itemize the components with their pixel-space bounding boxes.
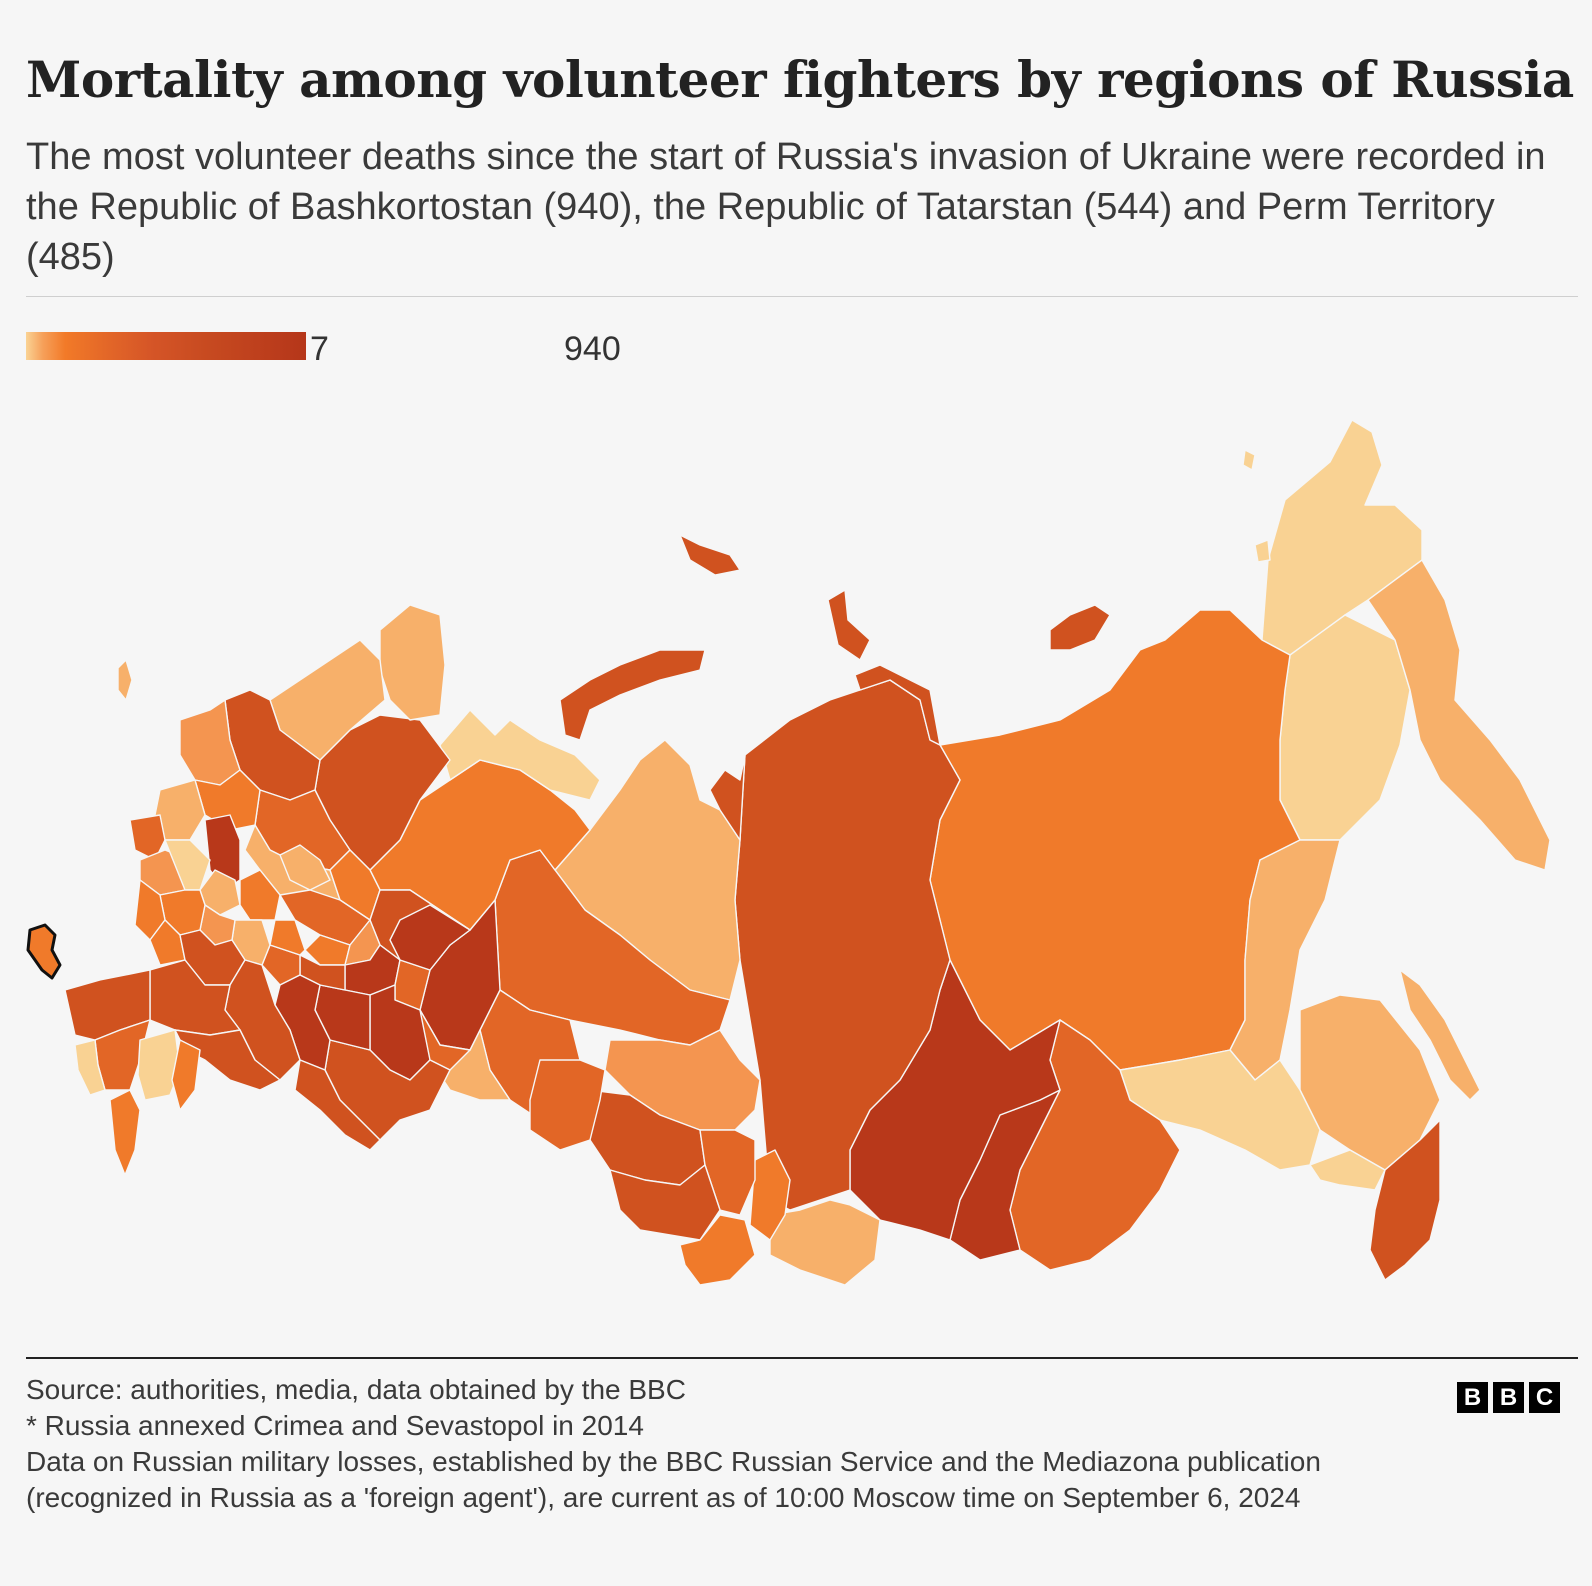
region-kamchatka [1367,559,1551,871]
region-jewish-ao [1309,1149,1386,1191]
legend-min-label: 7 [310,330,329,368]
russia-region-map [26,419,1551,1286]
bbc-logo-letter: B [1457,1382,1488,1413]
region-altai-republic [679,1214,756,1286]
chart-title: Mortality among volunteer fighters by re… [26,50,1574,109]
region-nenets [439,709,601,801]
region-crimea [26,923,62,980]
footer-divider [26,1357,1578,1359]
region-taymyr-coast [854,664,941,746]
region-kaluga [164,839,211,891]
region-khakassia [749,1149,791,1241]
header-divider [26,296,1578,297]
region-dagestan [109,1089,141,1176]
region-north-caucasus-3 [171,1039,201,1111]
region-arctic-islands-1 [679,534,741,576]
region-magadan [1279,614,1411,841]
region-north-caucasus-1 [74,1039,106,1096]
region-vladimir [279,844,331,891]
region-omsk [529,1059,606,1151]
region-kaliningrad [117,659,133,701]
region-north-caucasus-2 [137,1029,181,1101]
footer-notes: Source: authorities, media, data obtaine… [26,1372,1386,1516]
bbc-logo: B B C [1457,1382,1560,1413]
source-text: Source: authorities, media, data obtaine… [26,1374,686,1405]
region-arctic-islands-2 [1049,604,1111,651]
region-smolensk [129,814,166,861]
bbc-logo-letter: C [1529,1382,1560,1413]
legend-max-label: 940 [564,330,621,368]
region-sakhalin [1399,969,1481,1101]
region-altai-krai [609,1164,721,1241]
region-novaya-zemlya [559,649,706,741]
bbc-logo-letter: B [1493,1382,1524,1413]
region-chukotka-island-2 [1254,539,1271,563]
region-primorye [1369,1119,1441,1281]
annexation-note: * Russia annexed Crimea and Sevastopol i… [26,1410,644,1441]
chart-subtitle: The most volunteer deaths since the star… [26,136,1546,278]
region-chelyabinsk [419,1009,471,1071]
region-amur [1119,1049,1321,1171]
legend-gradient-bar [26,332,306,360]
region-perm [389,904,471,971]
region-rostov [149,959,241,1036]
region-chukotka-island [1242,449,1256,471]
region-astrakhan [294,1059,381,1151]
region-mordovia [269,919,306,956]
region-tyva [769,1199,881,1286]
region-yamal-coast [709,754,746,841]
data-note: Data on Russian military losses, establi… [26,1446,1321,1513]
region-novgorod [194,769,261,831]
region-krasnoyarsk-islands [827,589,871,661]
region-murmansk [379,604,446,721]
